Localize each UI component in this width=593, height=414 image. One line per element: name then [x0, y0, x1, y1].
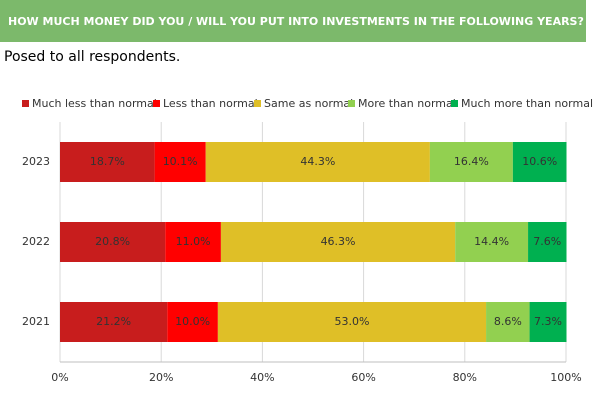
x-tick-label: 60%	[351, 371, 375, 384]
x-tick-label: 0%	[51, 371, 68, 384]
bar-segment	[220, 222, 456, 262]
x-tick-label: 40%	[250, 371, 274, 384]
legend-label: Same as normal	[264, 97, 353, 110]
header-bar	[0, 0, 586, 42]
x-tick-label: 80%	[453, 371, 477, 384]
legend-swatch	[22, 100, 29, 107]
bar-segment	[528, 222, 567, 262]
legend-label: Less than normal	[163, 97, 258, 110]
value-label: 44.3%	[300, 155, 335, 168]
value-label: 20.8%	[95, 235, 130, 248]
x-tick-label: 100%	[550, 371, 581, 384]
value-label: 18.7%	[90, 155, 125, 168]
value-label: 10.6%	[522, 155, 557, 168]
bar-segment	[217, 302, 487, 342]
y-tick-label: 2021	[22, 315, 50, 328]
value-label: 8.6%	[494, 315, 522, 328]
x-tick-label: 20%	[149, 371, 173, 384]
value-label: 16.4%	[454, 155, 489, 168]
bar-segment	[167, 302, 218, 342]
value-label: 7.3%	[534, 315, 562, 328]
value-label: 46.3%	[321, 235, 356, 248]
subtitle: Posed to all respondents.	[4, 49, 180, 65]
bar-segment	[529, 302, 567, 342]
bar-segment	[165, 222, 221, 262]
y-tick-label: 2022	[22, 235, 50, 248]
legend-label: Much more than normal	[461, 97, 593, 110]
bar-segment	[154, 142, 206, 182]
bar-segment	[60, 222, 166, 262]
value-label: 53.0%	[334, 315, 369, 328]
legend-label: More than normal	[358, 97, 456, 110]
value-label: 11.0%	[176, 235, 211, 248]
bar-segment	[486, 302, 530, 342]
value-label: 21.2%	[96, 315, 131, 328]
legend-swatch	[451, 100, 458, 107]
legend-swatch	[254, 100, 261, 107]
value-label: 14.4%	[474, 235, 509, 248]
header-title: HOW MUCH MONEY DID YOU / WILL YOU PUT IN…	[8, 15, 584, 28]
value-label: 10.1%	[163, 155, 198, 168]
bar-segment	[512, 142, 567, 182]
legend-swatch	[348, 100, 355, 107]
bar-segment	[60, 302, 168, 342]
value-label: 10.0%	[175, 315, 210, 328]
legend-swatch	[153, 100, 160, 107]
bar-segment	[455, 222, 529, 262]
legend-label: Much less than normal	[32, 97, 157, 110]
bar-segment	[60, 142, 155, 182]
value-label: 7.6%	[533, 235, 561, 248]
bar-segment	[205, 142, 430, 182]
bar-segment	[429, 142, 513, 182]
y-tick-label: 2023	[22, 155, 50, 168]
